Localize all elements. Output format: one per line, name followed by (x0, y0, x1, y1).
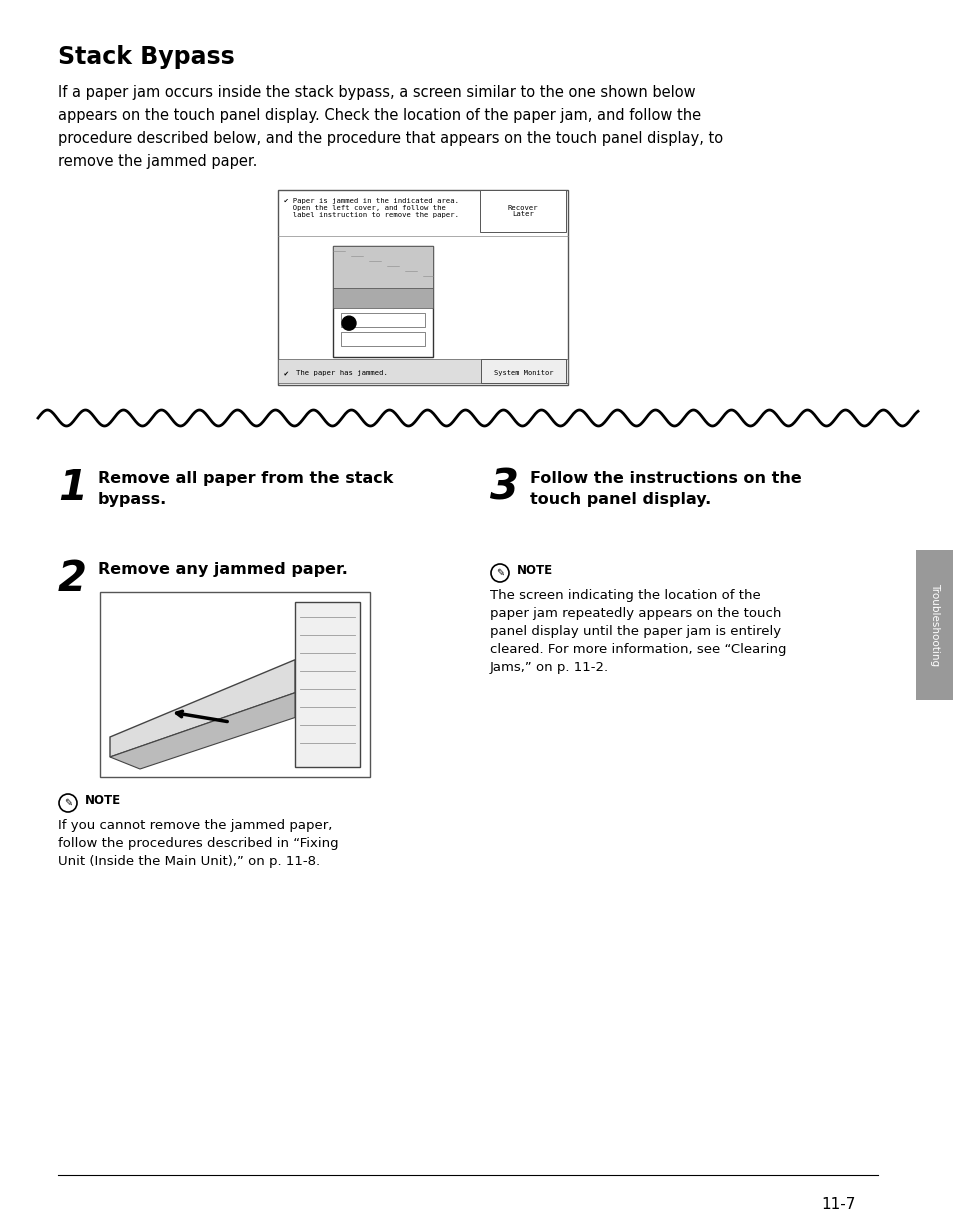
Text: appears on the touch panel display. Check the location of the paper jam, and fol: appears on the touch panel display. Chec… (58, 108, 700, 123)
Text: 11-7: 11-7 (821, 1198, 855, 1212)
Text: If a paper jam occurs inside the stack bypass, a screen similar to the one shown: If a paper jam occurs inside the stack b… (58, 85, 695, 99)
Text: ✔: ✔ (284, 368, 289, 378)
Text: Stack Bypass: Stack Bypass (58, 45, 234, 69)
Polygon shape (110, 693, 294, 769)
Text: ✎: ✎ (496, 568, 503, 578)
Bar (333, 245, 433, 357)
Text: NOTE: NOTE (85, 795, 121, 807)
Text: Follow the instructions on the
touch panel display.: Follow the instructions on the touch pan… (530, 471, 801, 507)
Circle shape (341, 317, 355, 330)
Bar (294, 602, 359, 767)
Text: Remove any jammed paper.: Remove any jammed paper. (98, 562, 348, 577)
Text: Remove all paper from the stack
bypass.: Remove all paper from the stack bypass. (98, 471, 393, 507)
Bar (915, 550, 953, 699)
Bar (277, 190, 567, 385)
Text: ✎: ✎ (64, 798, 72, 809)
Bar (479, 190, 565, 232)
Text: If you cannot remove the jammed paper,
follow the procedures described in “Fixin: If you cannot remove the jammed paper, f… (58, 818, 338, 867)
Bar (480, 360, 565, 383)
Text: Recover
Later: Recover Later (507, 205, 537, 217)
Text: System Monitor: System Monitor (494, 371, 553, 375)
Bar (340, 313, 424, 328)
Text: ✔ Paper is jammed in the indicated area.
  Open the left cover, and follow the
 : ✔ Paper is jammed in the indicated area.… (284, 198, 458, 218)
Bar (277, 360, 567, 383)
Text: remove the jammed paper.: remove the jammed paper. (58, 155, 257, 169)
Bar (340, 333, 424, 346)
Polygon shape (110, 660, 294, 757)
Text: Troubleshooting: Troubleshooting (929, 583, 939, 666)
Text: 3: 3 (490, 467, 518, 509)
Text: procedure described below, and the procedure that appears on the touch panel dis: procedure described below, and the proce… (58, 131, 722, 146)
Text: The paper has jammed.: The paper has jammed. (295, 371, 388, 375)
Bar (100, 591, 370, 777)
Bar (333, 288, 433, 308)
Text: The screen indicating the location of the
paper jam repeatedly appears on the to: The screen indicating the location of th… (490, 589, 785, 674)
Text: NOTE: NOTE (517, 564, 553, 578)
Bar (333, 245, 433, 288)
Text: 2: 2 (58, 558, 87, 600)
Text: 1: 1 (58, 467, 87, 509)
